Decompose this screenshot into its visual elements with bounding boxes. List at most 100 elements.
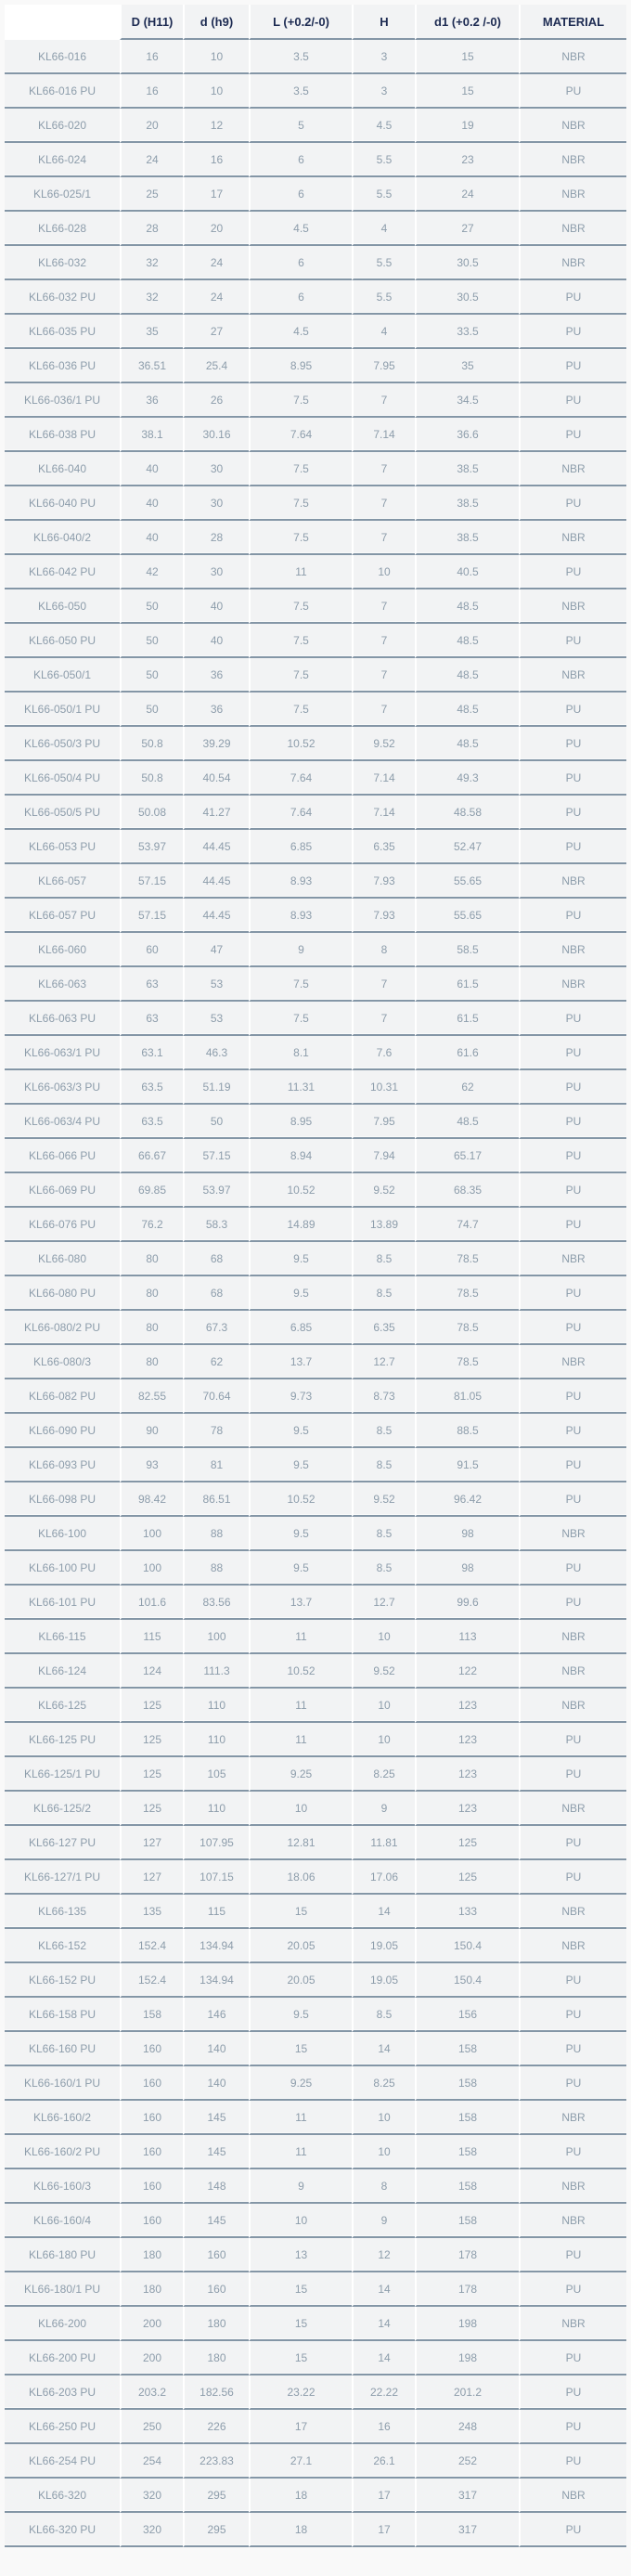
cell-d_h9: 50: [183, 1105, 249, 1139]
cell-D_H11: 203.2: [120, 2375, 183, 2410]
cell-L: 4.5: [249, 212, 352, 246]
cell-d_h9: 88: [183, 1551, 249, 1586]
table-row: KL66-063/3 PU 63.5 51.19 11.31 10.31 62 PU: [5, 1070, 626, 1105]
part-number-cell: KL66-050/4 PU: [5, 761, 120, 796]
table-row: KL66-152 PU 152.4 134.94 20.05 19.05 150.4 PU: [5, 1963, 626, 1998]
cell-D_H11: 76.2: [120, 1208, 183, 1242]
cell-d_h9: 53: [183, 967, 249, 1002]
cell-d1: 252: [415, 2444, 519, 2479]
cell-material: NBR: [519, 864, 626, 899]
cell-H: 7.14: [352, 418, 415, 452]
cell-d_h9: 12: [183, 109, 249, 143]
cell-d1: 123: [415, 1757, 519, 1792]
cell-H: 10: [352, 555, 415, 589]
cell-L: 9.5: [249, 1448, 352, 1482]
table-row: KL66-115 115 100 11 10 113 NBR: [5, 1620, 626, 1654]
table-row: KL66-320 320 295 18 17 317 NBR: [5, 2479, 626, 2513]
cell-d1: 78.5: [415, 1311, 519, 1345]
cell-material: PU: [519, 1173, 626, 1208]
cell-d1: 99.6: [415, 1586, 519, 1620]
cell-d1: 48.5: [415, 1105, 519, 1139]
cell-L: 7.5: [249, 967, 352, 1002]
cell-d1: 201.2: [415, 2375, 519, 2410]
cell-d1: 178: [415, 2238, 519, 2272]
cell-D_H11: 127: [120, 1860, 183, 1895]
cell-H: 17: [352, 2479, 415, 2513]
cell-L: 11: [249, 1689, 352, 1723]
part-number-cell: KL66-180/1 PU: [5, 2272, 120, 2307]
cell-D_H11: 20: [120, 109, 183, 143]
cell-D_H11: 80: [120, 1242, 183, 1276]
cell-H: 8.5: [352, 1448, 415, 1482]
part-number-cell: KL66-050 PU: [5, 624, 120, 658]
table-row: KL66-124 124 111.3 10.52 9.52 122 NBR: [5, 1654, 626, 1689]
part-number-cell: KL66-082 PU: [5, 1379, 120, 1414]
cell-D_H11: 93: [120, 1448, 183, 1482]
cell-material: PU: [519, 2375, 626, 2410]
cell-H: 8.5: [352, 1998, 415, 2032]
cell-H: 5.5: [352, 280, 415, 315]
part-number-cell: KL66-053 PU: [5, 830, 120, 864]
cell-d_h9: 148: [183, 2169, 249, 2204]
cell-d1: 81.05: [415, 1379, 519, 1414]
part-number-cell: KL66-050: [5, 589, 120, 624]
part-number-cell: KL66-250 PU: [5, 2410, 120, 2444]
part-number-cell: KL66-320: [5, 2479, 120, 2513]
cell-H: 8.5: [352, 1414, 415, 1448]
cell-d_h9: 16: [183, 143, 249, 177]
cell-L: 7.5: [249, 658, 352, 693]
table-row: KL66-160/3 160 148 9 8 158 NBR: [5, 2169, 626, 2204]
part-number-cell: KL66-100 PU: [5, 1551, 120, 1586]
table-row: KL66-042 PU 42 30 11 10 40.5 PU: [5, 555, 626, 589]
cell-d1: 15: [415, 74, 519, 109]
cell-material: NBR: [519, 2101, 626, 2135]
cell-material: NBR: [519, 967, 626, 1002]
cell-D_H11: 320: [120, 2479, 183, 2513]
cell-material: PU: [519, 383, 626, 418]
part-number-cell: KL66-050/1 PU: [5, 693, 120, 727]
cell-d_h9: 180: [183, 2307, 249, 2341]
cell-L: 9: [249, 2169, 352, 2204]
cell-material: PU: [519, 1105, 626, 1139]
part-number-cell: KL66-160 PU: [5, 2032, 120, 2066]
table-row: KL66-076 PU 76.2 58.3 14.89 13.89 74.7 PU: [5, 1208, 626, 1242]
cell-d1: 317: [415, 2479, 519, 2513]
cell-L: 11: [249, 555, 352, 589]
table-row: KL66-080 80 68 9.5 8.5 78.5 NBR: [5, 1242, 626, 1276]
part-number-cell: KL66-076 PU: [5, 1208, 120, 1242]
cell-H: 6.35: [352, 1311, 415, 1345]
cell-d1: 48.58: [415, 796, 519, 830]
cell-material: PU: [519, 1002, 626, 1036]
cell-d1: 248: [415, 2410, 519, 2444]
cell-material: PU: [519, 280, 626, 315]
cell-d1: 35: [415, 349, 519, 383]
cell-material: NBR: [519, 2169, 626, 2204]
cell-d_h9: 160: [183, 2272, 249, 2307]
cell-H: 10.31: [352, 1070, 415, 1105]
part-number-cell: KL66-063/4 PU: [5, 1105, 120, 1139]
cell-d_h9: 24: [183, 246, 249, 280]
cell-d_h9: 26: [183, 383, 249, 418]
cell-D_H11: 50.08: [120, 796, 183, 830]
cell-d1: 123: [415, 1723, 519, 1757]
part-number-cell: KL66-080/3: [5, 1345, 120, 1379]
cell-d_h9: 24: [183, 280, 249, 315]
cell-material: PU: [519, 1379, 626, 1414]
table-row: KL66-158 PU 158 146 9.5 8.5 156 PU: [5, 1998, 626, 2032]
table-row: KL66-063 63 53 7.5 7 61.5 NBR: [5, 967, 626, 1002]
cell-d1: 65.17: [415, 1139, 519, 1173]
cell-D_H11: 35: [120, 315, 183, 349]
cell-H: 9: [352, 2204, 415, 2238]
cell-L: 11: [249, 1620, 352, 1654]
cell-d1: 122: [415, 1654, 519, 1689]
cell-D_H11: 63: [120, 967, 183, 1002]
cell-d_h9: 36: [183, 658, 249, 693]
table-row: KL66-125 125 110 11 10 123 NBR: [5, 1689, 626, 1723]
cell-L: 10.52: [249, 727, 352, 761]
cell-D_H11: 135: [120, 1895, 183, 1929]
part-number-cell: KL66-080/2 PU: [5, 1311, 120, 1345]
cell-L: 8.95: [249, 1105, 352, 1139]
cell-L: 17: [249, 2410, 352, 2444]
cell-H: 4: [352, 212, 415, 246]
cell-D_H11: 82.55: [120, 1379, 183, 1414]
